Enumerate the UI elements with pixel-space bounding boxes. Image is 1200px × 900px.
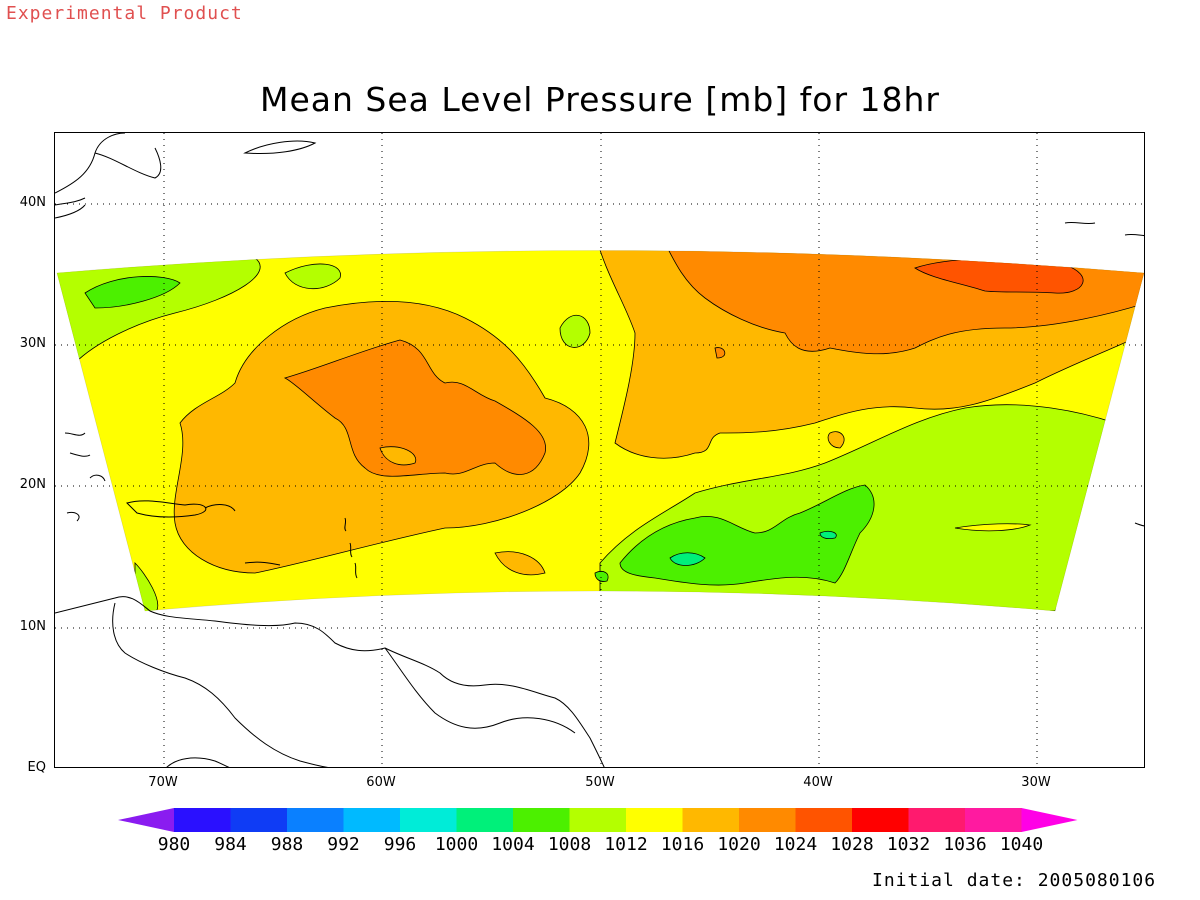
colorbar-level-label: 988 <box>270 834 304 855</box>
lon-label-60w: 60W <box>366 775 396 790</box>
colorbar-segment <box>456 808 514 832</box>
colorbar-level-label: 1008 <box>547 834 592 855</box>
colorbar-level-label: 1032 <box>886 834 931 855</box>
colorbar-level-label: 1012 <box>604 834 648 855</box>
colorbar-level-label: 1040 <box>999 834 1044 855</box>
colorbar-segment <box>795 808 853 832</box>
lat-label-40n: 40N <box>19 195 46 210</box>
colorbar-segment <box>682 808 740 832</box>
colorbar-segment <box>852 808 909 832</box>
experimental-product-label: Experimental Product <box>6 3 243 24</box>
colorbar-level-label: 1020 <box>717 834 761 855</box>
colorbar-segment <box>908 808 966 832</box>
colorbar-level-label: 1024 <box>773 834 818 855</box>
colorbar-level-label: 984 <box>214 834 247 855</box>
colorbar-segment <box>230 808 288 832</box>
colorbar-level-label: 1016 <box>660 834 705 855</box>
colorbar-arrow-low <box>118 808 174 832</box>
lat-label-10n: 10N <box>19 619 46 634</box>
colorbar-arrow-high <box>1021 808 1078 832</box>
colorbar-segment <box>513 808 570 832</box>
colorbar-segment <box>343 808 401 832</box>
lon-label-30w: 30W <box>1021 775 1051 790</box>
map-title: Mean Sea Level Pressure [mb] for 18hr <box>259 80 941 119</box>
pressure-field <box>55 133 1144 767</box>
map-panel <box>54 132 1145 768</box>
lon-label-40w: 40W <box>803 775 833 790</box>
colorbar-segment <box>174 808 231 832</box>
colorbar-level-label: 1004 <box>491 834 535 855</box>
lat-label-eq: EQ <box>27 760 46 775</box>
colorbar-level-label: 1036 <box>943 834 987 855</box>
colorbar-level-label: 996 <box>383 834 417 855</box>
colorbar-segment <box>569 808 627 832</box>
colorbar <box>118 808 1082 832</box>
colorbar-segment <box>965 808 1022 832</box>
colorbar-segment <box>287 808 344 832</box>
colorbar-segment <box>626 808 683 832</box>
colorbar-segment <box>400 808 457 832</box>
lon-label-70w: 70W <box>148 775 178 790</box>
lat-label-30n: 30N <box>19 336 46 351</box>
colorbar-level-label: 980 <box>157 834 191 855</box>
colorbar-segment <box>739 808 796 832</box>
colorbar-level-label: 1000 <box>434 834 479 855</box>
colorbar-level-label: 992 <box>327 834 360 855</box>
lon-label-50w: 50W <box>585 775 615 790</box>
initial-date: Initial date: 2005080106 <box>872 870 1157 891</box>
colorbar-level-label: 1028 <box>830 834 874 855</box>
lat-label-20n: 20N <box>19 477 46 492</box>
